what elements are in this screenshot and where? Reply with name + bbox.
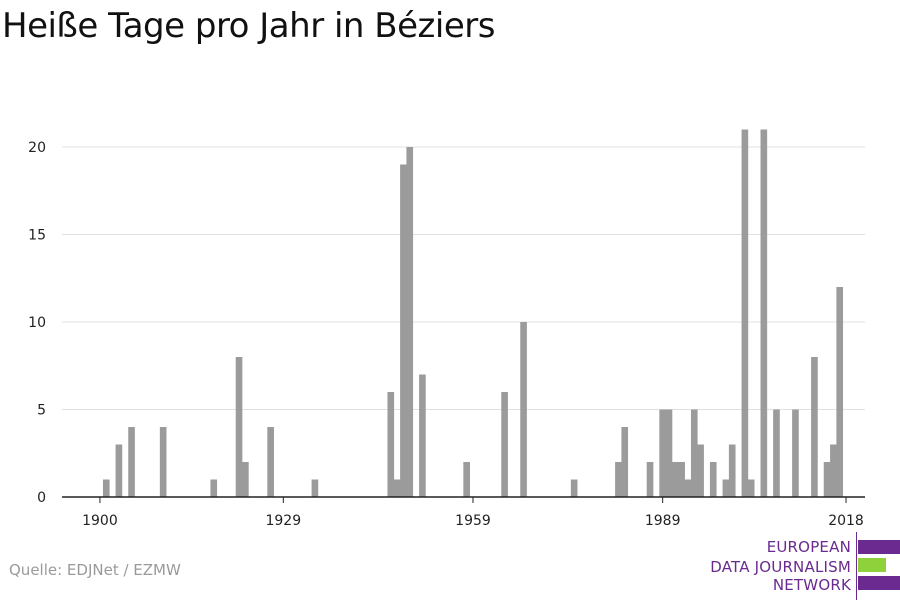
source-note: Quelle: EDJNet / EZMW	[9, 561, 181, 579]
bar-2003	[747, 479, 755, 497]
bar-1997	[709, 462, 717, 497]
bar-1982	[615, 462, 622, 497]
bar-2013	[811, 357, 818, 497]
bar-2017	[836, 287, 844, 497]
bar-1949	[406, 147, 414, 497]
bar-1958	[463, 462, 470, 497]
bar-2010	[792, 409, 799, 497]
bar-1922	[235, 357, 243, 497]
logo-bar-bottom	[858, 576, 900, 590]
bar-1910	[159, 427, 167, 497]
bar-2000	[728, 444, 736, 497]
bar-1951	[419, 374, 426, 497]
y-tick-label-15: 15	[28, 228, 46, 244]
x-tick-label-1959: 1959	[455, 513, 491, 529]
x-tick-label-1989: 1989	[645, 513, 681, 529]
bar-1927	[267, 427, 274, 497]
bar-1947	[393, 479, 401, 497]
bar-2016	[830, 444, 837, 497]
y-axis-ticks: 0 5 10 15 20	[28, 140, 46, 506]
bar-1993	[684, 479, 692, 497]
bar-2015	[823, 462, 831, 497]
x-axis-ticks: 1900 1929 1959 1989 2018	[82, 497, 864, 529]
chart-title: Heiße Tage pro Jahr in Béziers	[2, 6, 495, 46]
logo-line-1: EUROPEAN	[766, 538, 851, 556]
bar-1934	[311, 479, 319, 497]
logo-line-3: NETWORK	[772, 576, 851, 594]
bar-2005	[760, 129, 768, 497]
bar-2002	[741, 129, 749, 497]
bar-1987	[646, 462, 654, 497]
edjnet-logo: EUROPEAN DATA JOURNALISM NETWORK	[700, 530, 900, 600]
bar-1983	[621, 427, 629, 497]
logo-bar-middle	[858, 558, 886, 572]
logo-line-2: DATA JOURNALISM	[710, 558, 851, 576]
bar-1964	[501, 392, 508, 497]
y-tick-label-10: 10	[28, 315, 46, 331]
bar-1948	[400, 164, 407, 497]
bar-1995	[697, 444, 704, 497]
y-tick-label-0: 0	[37, 490, 46, 506]
grid-lines	[62, 146, 865, 410]
x-tick-label-1900: 1900	[82, 513, 118, 529]
bar-1905	[128, 427, 135, 497]
bar-1903	[115, 444, 123, 497]
x-tick-label-1929: 1929	[265, 513, 301, 529]
x-tick-label-2018: 2018	[828, 513, 864, 529]
bar-1967	[520, 322, 527, 497]
bar-1991	[671, 462, 679, 497]
bar-1918	[210, 479, 218, 497]
bar-2007	[773, 409, 780, 497]
bar-1901	[102, 479, 110, 497]
bar-1946	[387, 392, 395, 497]
y-tick-label-20: 20	[28, 140, 46, 156]
bar-1975	[570, 479, 578, 497]
logo-bar-top	[858, 540, 900, 554]
bar-1989	[659, 409, 666, 497]
bar-1923	[242, 462, 249, 497]
bars	[102, 129, 844, 497]
bar-1990	[665, 409, 673, 497]
bar-1999	[722, 479, 730, 497]
y-tick-label-5: 5	[37, 403, 46, 419]
logo-divider	[856, 532, 857, 600]
bar-1992	[678, 462, 685, 497]
bar-1994	[690, 409, 698, 497]
